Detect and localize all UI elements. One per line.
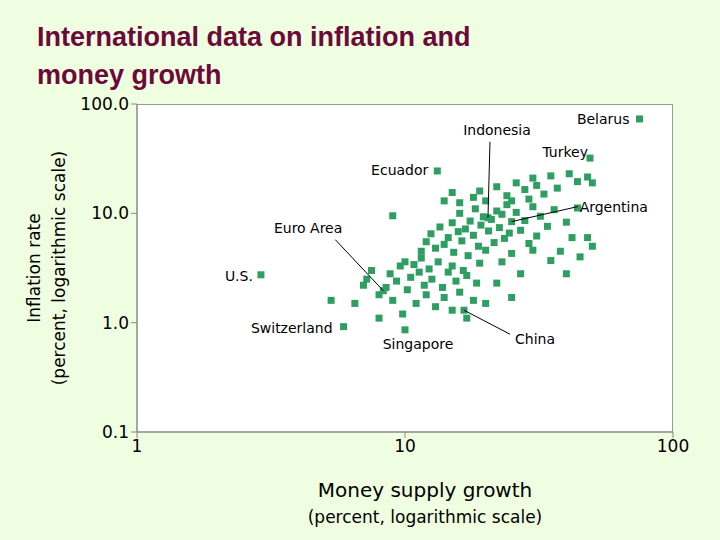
svg-text:1.0: 1.0 (102, 313, 129, 333)
svg-text:U.S.: U.S. (225, 268, 253, 284)
svg-text:China: China (515, 331, 555, 347)
svg-text:0.1: 0.1 (102, 422, 129, 442)
svg-text:Singapore: Singapore (383, 336, 454, 352)
html-text:money growth: money growth (37, 60, 222, 90)
svg-text:Switzerland: Switzerland (251, 320, 333, 336)
svg-text:100.0: 100.0 (80, 94, 129, 114)
svg-text:Indonesia: Indonesia (463, 122, 531, 138)
html-text:Money supply growth: Money supply growth (317, 478, 533, 502)
svg-text:10: 10 (394, 436, 416, 456)
html-text:(percent, logarithmic scale): (percent, logarithmic scale) (307, 507, 543, 527)
svg-text:100: 100 (657, 436, 689, 456)
svg-text:Turkey: Turkey (541, 144, 588, 160)
svg-text:Argentina: Argentina (580, 199, 648, 215)
svg-text:Euro Area: Euro Area (274, 220, 342, 236)
svg-text:1: 1 (132, 436, 143, 456)
html-text:International data on inflatio: International data on inflation and (37, 22, 471, 52)
svg-text:10.0: 10.0 (91, 203, 129, 223)
svg-text:Ecuador: Ecuador (371, 162, 428, 178)
html-text:(percent, logarithmic scale): (percent, logarithmic scale) (49, 150, 69, 386)
html-text:Inflation rate: Inflation rate (24, 213, 44, 323)
svg-text:Belarus: Belarus (577, 111, 630, 127)
